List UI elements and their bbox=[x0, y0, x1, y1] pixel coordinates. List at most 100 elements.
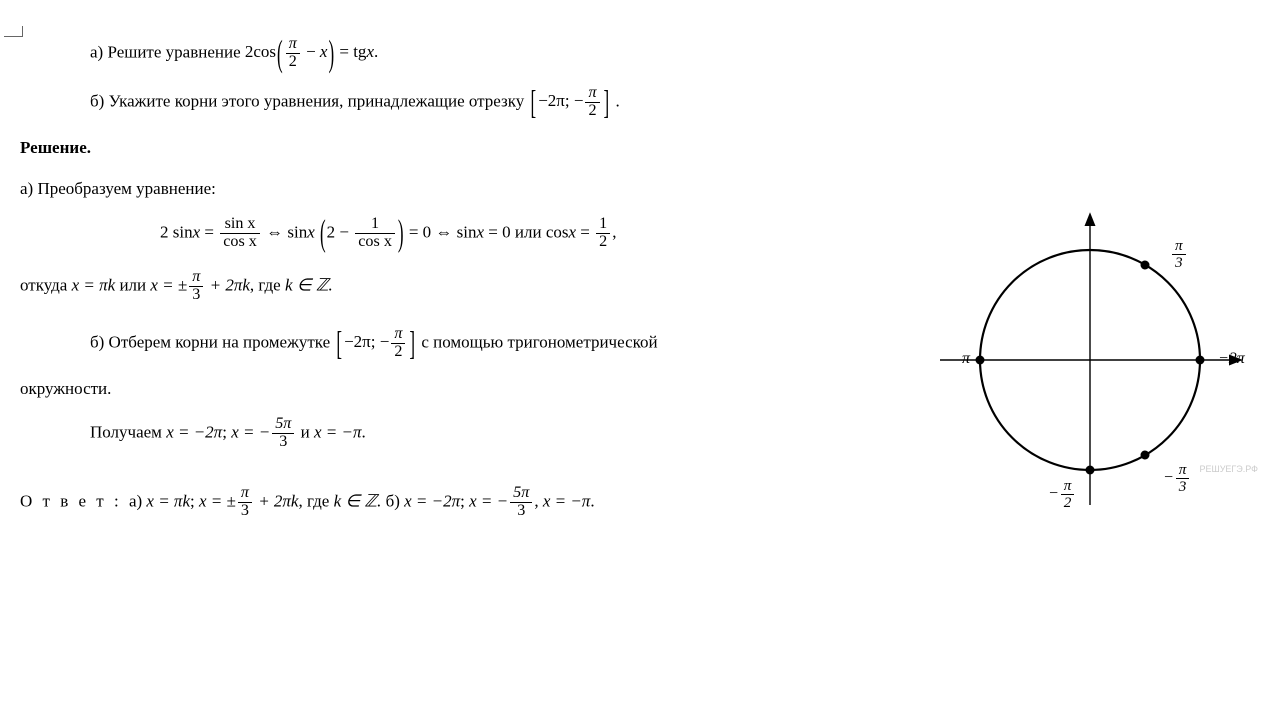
frac-den: cos x bbox=[220, 233, 260, 251]
fraction: 5π3 bbox=[510, 485, 532, 520]
math-text: k ∈ ℤ. bbox=[334, 491, 386, 510]
solution-get: Получаем x = −2π; x = −5π3 и x = −π. bbox=[60, 416, 910, 451]
math-text: 2cos bbox=[245, 42, 276, 61]
task-a-expr: 2cos(π2 − x) = tgx. bbox=[245, 42, 378, 61]
circle-point bbox=[1196, 356, 1205, 365]
interval: [−2π; −π2] bbox=[334, 332, 421, 351]
frac-num: 5π bbox=[510, 485, 532, 502]
text: с помощью тригонометрической bbox=[421, 332, 657, 351]
fraction: π2 bbox=[391, 326, 405, 361]
period: . bbox=[615, 91, 619, 110]
task-b-label: б) bbox=[90, 91, 104, 110]
frac-num: π bbox=[286, 36, 300, 53]
math-text: x = ± bbox=[199, 491, 236, 510]
math-var: x bbox=[193, 223, 201, 242]
math-text: = bbox=[576, 223, 594, 242]
task-a-prefix: Решите уравнение bbox=[107, 42, 244, 61]
text: ; bbox=[190, 491, 199, 510]
bracket-right: ] bbox=[409, 316, 415, 370]
frac-den: 2 bbox=[585, 102, 599, 120]
math-text: x = −2π bbox=[166, 422, 222, 441]
text: и bbox=[296, 422, 314, 441]
math-var: x bbox=[307, 223, 315, 242]
math-text: 2 − bbox=[327, 223, 354, 242]
frac-num: 5π bbox=[272, 416, 294, 433]
math-text: + 2πk bbox=[254, 491, 299, 510]
solution-whence: откуда x = πk или x = ±π3 + 2πk, где k ∈… bbox=[20, 269, 910, 304]
math-text: x = πk bbox=[146, 491, 190, 510]
math-text: −2π; − bbox=[344, 332, 389, 351]
frac-den: cos x bbox=[355, 233, 395, 251]
watermark: РЕШУЕГЭ.РФ bbox=[1199, 464, 1258, 474]
math-text: x = −2π bbox=[404, 491, 460, 510]
fraction: π2 bbox=[286, 36, 300, 71]
frac-den: 2 bbox=[286, 53, 300, 71]
math-text: x = ± bbox=[150, 275, 187, 294]
math-var: x bbox=[320, 42, 328, 61]
content-column: а) Решите уравнение 2cos(π2 − x) = tgx. … bbox=[60, 36, 910, 520]
frac-num: π bbox=[391, 326, 405, 343]
math-text: k ∈ ℤ. bbox=[285, 275, 333, 294]
text: , где bbox=[250, 275, 285, 294]
fraction: π3 bbox=[238, 485, 252, 520]
math-var: x bbox=[568, 223, 576, 242]
math-text: x = − bbox=[469, 491, 508, 510]
text: ; bbox=[460, 491, 469, 510]
frac-num: 1 bbox=[355, 216, 395, 233]
circle-point-label: −2π bbox=[1218, 350, 1245, 368]
math-text: − bbox=[302, 42, 320, 61]
text: или bbox=[119, 275, 150, 294]
bracket-right: ] bbox=[604, 75, 610, 129]
fraction: sin xcos x bbox=[220, 216, 260, 251]
math-text: = 0 или cos bbox=[484, 223, 568, 242]
math-text: , bbox=[612, 223, 616, 242]
period: . bbox=[590, 491, 594, 510]
fraction: 1cos x bbox=[355, 216, 395, 251]
math-text: x = −π bbox=[314, 422, 362, 441]
answer-line: О т в е т : а) x = πk; x = ±π3 + 2πk, гд… bbox=[20, 485, 910, 520]
frac-den: 2 bbox=[596, 233, 610, 251]
fraction: 12 bbox=[596, 216, 610, 251]
fraction: π2 bbox=[585, 85, 599, 120]
math-text: + 2πk bbox=[205, 275, 250, 294]
circle-point-label: −π3 bbox=[1163, 462, 1191, 495]
math-text: x = −π bbox=[543, 491, 591, 510]
frac-den: 3 bbox=[189, 286, 203, 304]
text: , bbox=[534, 491, 543, 510]
paren-left: ( bbox=[277, 24, 283, 84]
task-b-interval: [−2π; −π2] bbox=[529, 91, 616, 110]
fraction: 5π3 bbox=[272, 416, 294, 451]
solution-b-circ: окружности. bbox=[20, 375, 910, 402]
math-var: x bbox=[366, 42, 374, 61]
bracket-left: [ bbox=[531, 75, 537, 129]
frac-num: π bbox=[238, 485, 252, 502]
period: . bbox=[374, 42, 378, 61]
frac-num: π bbox=[189, 269, 203, 286]
frac-den: 3 bbox=[510, 502, 532, 520]
math-var: x bbox=[477, 223, 485, 242]
paren-right: ) bbox=[398, 212, 404, 256]
circle-point-label: −π2 bbox=[1048, 478, 1076, 511]
text: б) Отберем корни на промежутке bbox=[90, 332, 334, 351]
task-a-label: а) bbox=[90, 42, 103, 61]
text: ; bbox=[222, 422, 231, 441]
paren-right: ) bbox=[328, 24, 334, 84]
text: б) bbox=[386, 491, 405, 510]
text: а) bbox=[129, 491, 146, 510]
circle-point bbox=[1141, 451, 1150, 460]
math-text: x = πk bbox=[72, 275, 116, 294]
text: Получаем bbox=[90, 422, 166, 441]
answer-label: О т в е т : bbox=[20, 491, 129, 510]
text: , где bbox=[298, 491, 333, 510]
math-text bbox=[315, 223, 319, 242]
frac-den: 3 bbox=[272, 433, 294, 451]
circle-point-label: π3 bbox=[1170, 238, 1188, 271]
circle-point bbox=[976, 356, 985, 365]
math-text: ⇔ sin bbox=[262, 223, 307, 242]
text: откуда bbox=[20, 275, 72, 294]
math-text: = tg bbox=[335, 42, 366, 61]
paren-left: ( bbox=[320, 212, 326, 256]
math-text: x = − bbox=[231, 422, 270, 441]
solution-a-intro: а) Преобразуем уравнение: bbox=[20, 175, 910, 202]
solution-b-intro: б) Отберем корни на промежутке [−2π; −π2… bbox=[60, 326, 910, 361]
